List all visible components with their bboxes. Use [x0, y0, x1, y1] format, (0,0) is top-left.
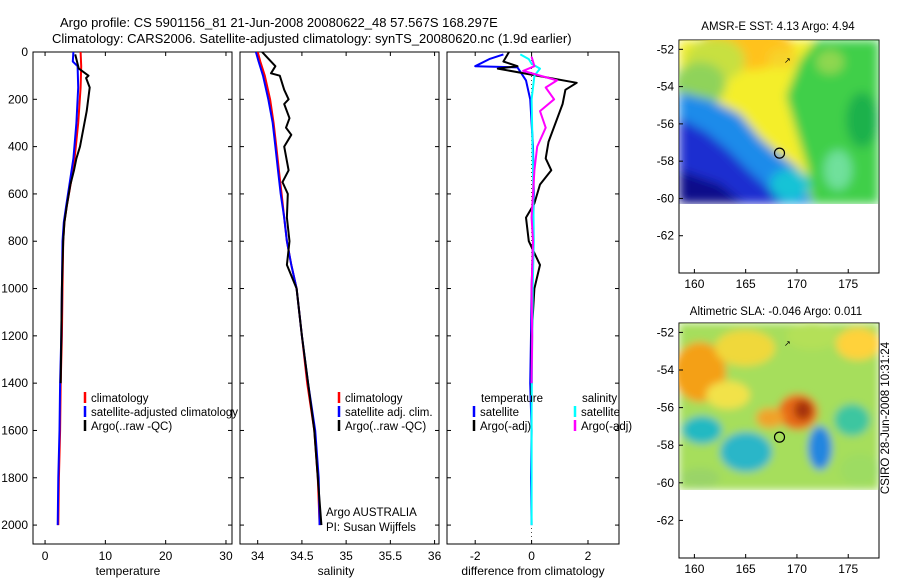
- map-x-tick-label: 175: [838, 562, 858, 576]
- temperature-axes-box: [32, 51, 233, 545]
- y-tick-label: 1400: [1, 376, 28, 390]
- y-tick-label: 0: [21, 45, 28, 59]
- x-tick-label: 0: [528, 549, 535, 563]
- map-y-tick-label: -56: [657, 401, 675, 415]
- legend-label-salinity-argo: Argo(-adj): [581, 421, 632, 433]
- legend-label-salinity-satellite: satellite: [581, 407, 620, 419]
- y-tick-label: 1600: [1, 423, 28, 437]
- sst-map-axes: 160 165 170 175 -52 -54 -56 -58 -60 -62: [657, 42, 859, 291]
- x-tick-label: -2: [470, 549, 481, 563]
- series-line-salinity-argo-adj: [522, 56, 558, 384]
- difference-lines: [474, 52, 578, 526]
- legend-label-temperature-argo: Argo(-adj): [480, 421, 531, 433]
- legend-label-climatology: climatology: [345, 393, 403, 405]
- legend-label-temperature-satellite: satellite: [480, 407, 519, 419]
- x-tick-label: 34.5: [290, 549, 314, 563]
- sst-map-title: AMSR-E SST: 4.13 Argo: 4.94: [701, 21, 855, 33]
- map-y-tick-label: -58: [657, 154, 675, 168]
- sla-map-axes: 160 165 170 175 -52 -54 -56 -58 -60 -62: [657, 325, 859, 576]
- y-tick-label: 200: [8, 92, 28, 106]
- sla-map-panel: Altimetric SLA: -0.046 Argo: 0.011: [657, 306, 880, 576]
- argo-position-marker: [773, 431, 786, 443]
- temperature-x-axis: 0 10 20 30: [42, 52, 233, 563]
- salinity-x-axis: 34 34.5 35 35.5 36: [240, 51, 442, 563]
- map-y-tick-label: -56: [657, 117, 675, 131]
- sla-heatmap: [679, 323, 879, 490]
- difference-x-label: difference from climatology: [461, 564, 604, 578]
- y-tick-label: 2000: [1, 518, 28, 532]
- map-x-tick-label: 165: [736, 277, 756, 291]
- temperature-panel: 0 200 400 600 800 1000 1200 1400 1600 1800 2000 0 1…: [1, 45, 238, 578]
- legend-header-salinity: salinity: [582, 393, 617, 405]
- x-tick-label: 10: [99, 549, 113, 563]
- sst-map-panel: AMSR-E SST: 4.13 Argo: 4.94 160 165 170 175…: [657, 21, 880, 291]
- sla-map-small-arrow-icon: ↗: [784, 339, 791, 348]
- map-x-tick-label: 160: [684, 562, 704, 576]
- difference-legend: temperature salinity satellite Argo(-adj…: [472, 393, 632, 433]
- x-tick-label: 20: [159, 549, 173, 563]
- map-y-tick-label: -62: [657, 229, 675, 243]
- argo-program-label: Argo AUSTRALIA: [326, 507, 417, 519]
- series-line-temperature-argo-adj: [496, 52, 578, 396]
- difference-panel: -2 0 2 difference from climatology tempera…: [446, 51, 632, 578]
- x-tick-label: 30: [219, 549, 233, 563]
- temperature-legend: climatology satellite-adjusted climatolo…: [83, 392, 238, 433]
- map-y-tick-label: -60: [657, 191, 675, 205]
- legend-header-temperature: temperature: [481, 393, 543, 405]
- salinity-axes-box: [239, 51, 440, 545]
- depth-axis: 0 200 400 600 800 1000 1200 1400 1600 1800 2000: [1, 45, 232, 532]
- map-y-tick-label: -62: [657, 513, 675, 527]
- salinity-legend: climatology satellite adj. clim. Argo(..…: [337, 392, 433, 433]
- map-x-tick-label: 160: [684, 277, 704, 291]
- x-tick-label: 2: [585, 549, 592, 563]
- x-tick-label: 36: [428, 549, 442, 563]
- map-y-tick-label: -60: [657, 476, 675, 490]
- difference-x-axis: -2 0 2: [447, 51, 619, 563]
- side-stamp: CSIRO 28-Jun-2008 10:31:24: [880, 341, 892, 494]
- y-tick-label: 600: [8, 187, 28, 201]
- y-tick-label: 800: [8, 234, 28, 248]
- legend-label-satellite-adj: satellite adj. clim.: [345, 407, 433, 419]
- x-tick-label: 35.5: [379, 549, 403, 563]
- legend-label-satellite-adjusted: satellite-adjusted climatology: [91, 407, 238, 419]
- x-tick-label: 35: [339, 549, 353, 563]
- temperature-lines: [56, 52, 91, 526]
- temperature-x-label: temperature: [96, 564, 161, 578]
- series-line-argo-raw-qc: [59, 54, 91, 384]
- map-x-tick-label: 175: [838, 277, 858, 291]
- sla-map-title: Altimetric SLA: -0.046 Argo: 0.011: [690, 306, 862, 318]
- principal-investigator-label: PI: Susan Wijffels: [326, 522, 416, 534]
- salinity-lines: [254, 52, 323, 526]
- figure-title-line-1: Argo profile: CS 5901156_81 21-Jun-2008 …: [60, 15, 498, 30]
- salinity-x-label: salinity: [318, 564, 355, 578]
- legend-label-argo: Argo(..raw -QC): [345, 421, 426, 433]
- y-tick-label: 1200: [1, 329, 28, 343]
- figure-title-line-2: Climatology: CARS2006. Satellite-adjuste…: [52, 31, 572, 46]
- map-y-tick-label: -52: [657, 42, 675, 56]
- map-x-tick-label: 170: [787, 277, 807, 291]
- y-tick-label: 400: [8, 140, 28, 154]
- map-x-tick-label: 170: [787, 562, 807, 576]
- sst-map-small-arrow-icon: ↗: [784, 56, 791, 65]
- map-x-tick-label: 165: [736, 562, 756, 576]
- map-y-tick-label: -54: [657, 363, 675, 377]
- argo-position-marker: [773, 147, 786, 159]
- x-tick-label: 34: [251, 549, 265, 563]
- series-line-argo-raw-qc: [261, 52, 323, 526]
- salinity-panel: 34 34.5 35 35.5 36 salinity climatology sate…: [239, 51, 442, 578]
- map-y-tick-label: -54: [657, 80, 675, 94]
- x-tick-label: 0: [42, 549, 49, 563]
- sst-heatmap: [679, 40, 879, 204]
- y-tick-label: 1800: [1, 471, 28, 485]
- legend-label-argo: Argo(..raw -QC): [91, 421, 172, 433]
- y-tick-label: 1000: [1, 282, 28, 296]
- map-y-tick-label: -52: [657, 325, 675, 339]
- legend-label-climatology: climatology: [91, 393, 149, 405]
- map-y-tick-label: -58: [657, 438, 675, 452]
